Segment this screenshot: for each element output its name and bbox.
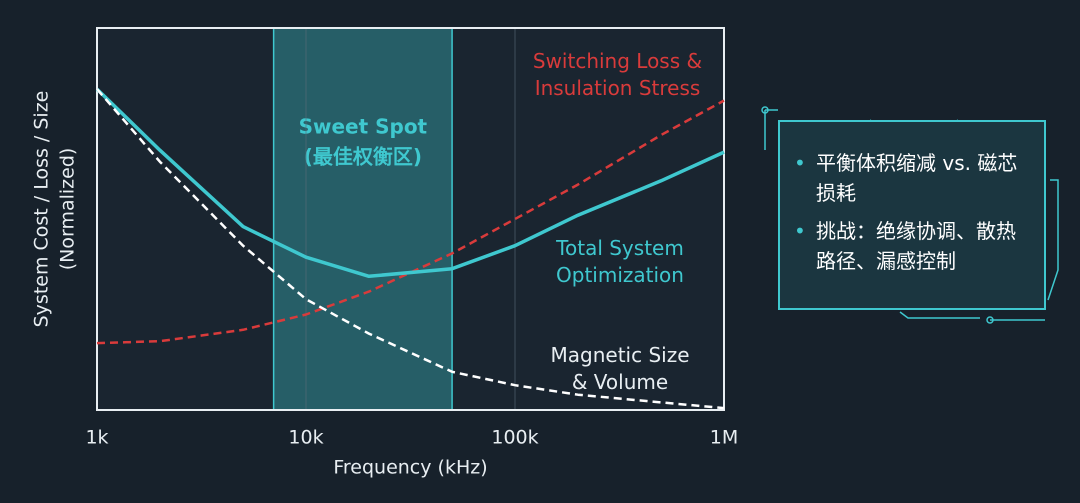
y-axis-label: System Cost / Loss / Size bbox=[31, 91, 53, 328]
x-tick-label: 1k bbox=[85, 427, 108, 449]
x-tick-label: 1M bbox=[710, 427, 738, 449]
panel-item: 挑战：绝缘协调、散热路径、漏感控制 bbox=[794, 216, 1030, 276]
sweet-spot-region bbox=[272, 27, 453, 411]
x-tick-label: 100k bbox=[491, 427, 538, 449]
plot-area bbox=[97, 28, 724, 410]
x-tick-label: 10k bbox=[288, 427, 323, 449]
series-label: Total System Optimization bbox=[556, 236, 684, 287]
series-label: Magnetic Size & Volume bbox=[550, 343, 690, 394]
info-panel: 平衡体积缩减 vs. 磁芯损耗挑战：绝缘协调、散热路径、漏感控制 bbox=[778, 120, 1046, 310]
series-line bbox=[96, 88, 725, 410]
x-axis-label: Frequency (kHz) bbox=[333, 457, 487, 479]
series-label: Switching Loss & Insulation Stress bbox=[532, 49, 703, 100]
plot-frame bbox=[96, 27, 725, 411]
panel-item: 平衡体积缩减 vs. 磁芯损耗 bbox=[794, 148, 1030, 208]
series-line bbox=[95, 87, 725, 279]
y-axis-label: (Normalized) bbox=[57, 148, 79, 271]
series-line bbox=[96, 99, 725, 345]
region-label: Sweet Spot bbox=[299, 115, 428, 139]
region-sublabel: (最佳权衡区) bbox=[304, 145, 422, 169]
panel-list: 平衡体积缩减 vs. 磁芯损耗挑战：绝缘协调、散热路径、漏感控制 bbox=[794, 148, 1030, 276]
